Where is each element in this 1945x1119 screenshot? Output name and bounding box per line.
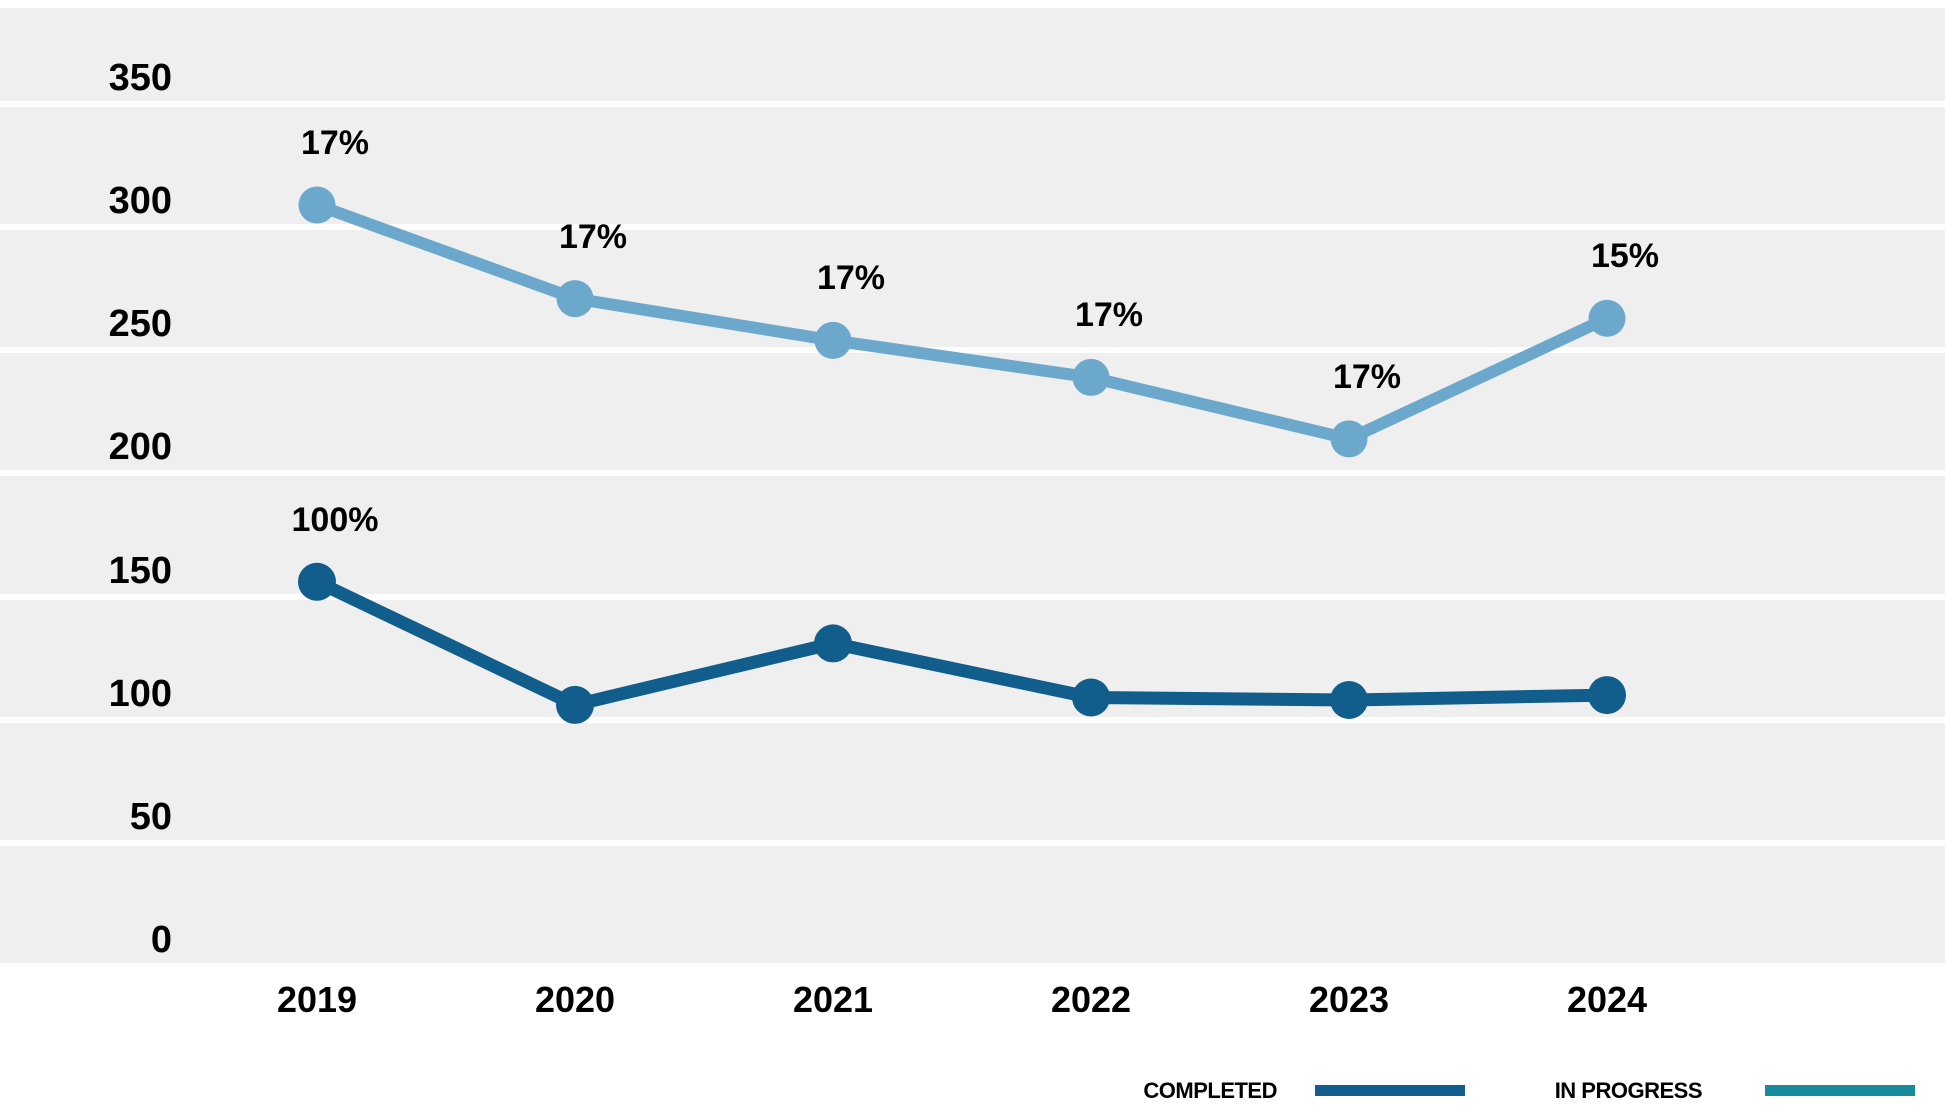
gridline-100 [0,716,1945,723]
plot-area [0,8,1945,966]
data-label-in-progress-2024: 15% [1590,237,1660,276]
in-progress-point-2020 [556,280,594,318]
y-tick-label-100: 100 [108,672,172,715]
gridline-0 [0,963,1945,969]
legend-in-progress-swatch [1765,1085,1915,1096]
gridline-250 [0,347,1945,354]
data-label-in-progress-2021: 17% [816,259,886,298]
x-tick-label-2024: 2024 [1566,979,1648,1020]
y-tick-label-0: 0 [150,919,172,961]
legend-in-progress-label: IN PROGRESS [1554,1078,1703,1103]
data-label-in-progress-2022: 17% [1074,296,1144,335]
x-tick-label-2021: 2021 [792,979,874,1020]
completed-point-2020 [556,685,594,724]
gridline-300 [0,224,1945,231]
y-tick-label-150: 150 [108,549,172,592]
y-tick-label-50: 50 [129,795,172,838]
in-progress-line [314,199,1610,446]
x-tick-label-2020: 2020 [534,979,616,1020]
y-tick-label-350: 350 [108,56,172,99]
y-tick-label-200: 200 [108,426,172,469]
completed-point-2022 [1072,678,1110,717]
gridline-150 [0,593,1945,600]
x-tick-label-2023: 2023 [1308,979,1390,1020]
x-tick-label-2022: 2022 [1050,979,1132,1020]
y-tick-label-300: 300 [108,180,172,223]
gridline-50 [0,839,1945,846]
in-progress-point-2022 [1072,358,1110,396]
in-progress-point-2024 [1588,299,1626,337]
data-label-in-progress-2019: 17% [300,123,370,162]
gridline-350 [0,100,1945,107]
data-label-in-progress-2023: 17% [1332,357,1402,396]
completed-point-2023 [1330,681,1368,719]
gridline-200 [0,470,1945,477]
in-progress-point-2021 [814,321,852,359]
y-tick-label-250: 250 [108,303,172,346]
data-label-completed-2019: 100% [291,500,379,539]
legend-completed-label: COMPLETED [1143,1078,1277,1103]
completed-point-2019 [298,562,336,601]
completed-line [314,575,1608,712]
legend-completed-swatch [1315,1085,1465,1096]
in-progress-point-2019 [298,186,336,224]
completed-point-2021 [814,624,852,663]
completed-point-2024 [1588,676,1626,715]
data-label-in-progress-2020: 17% [558,217,628,256]
x-tick-label-2019: 2019 [276,979,358,1020]
in-progress-point-2023 [1330,420,1368,458]
